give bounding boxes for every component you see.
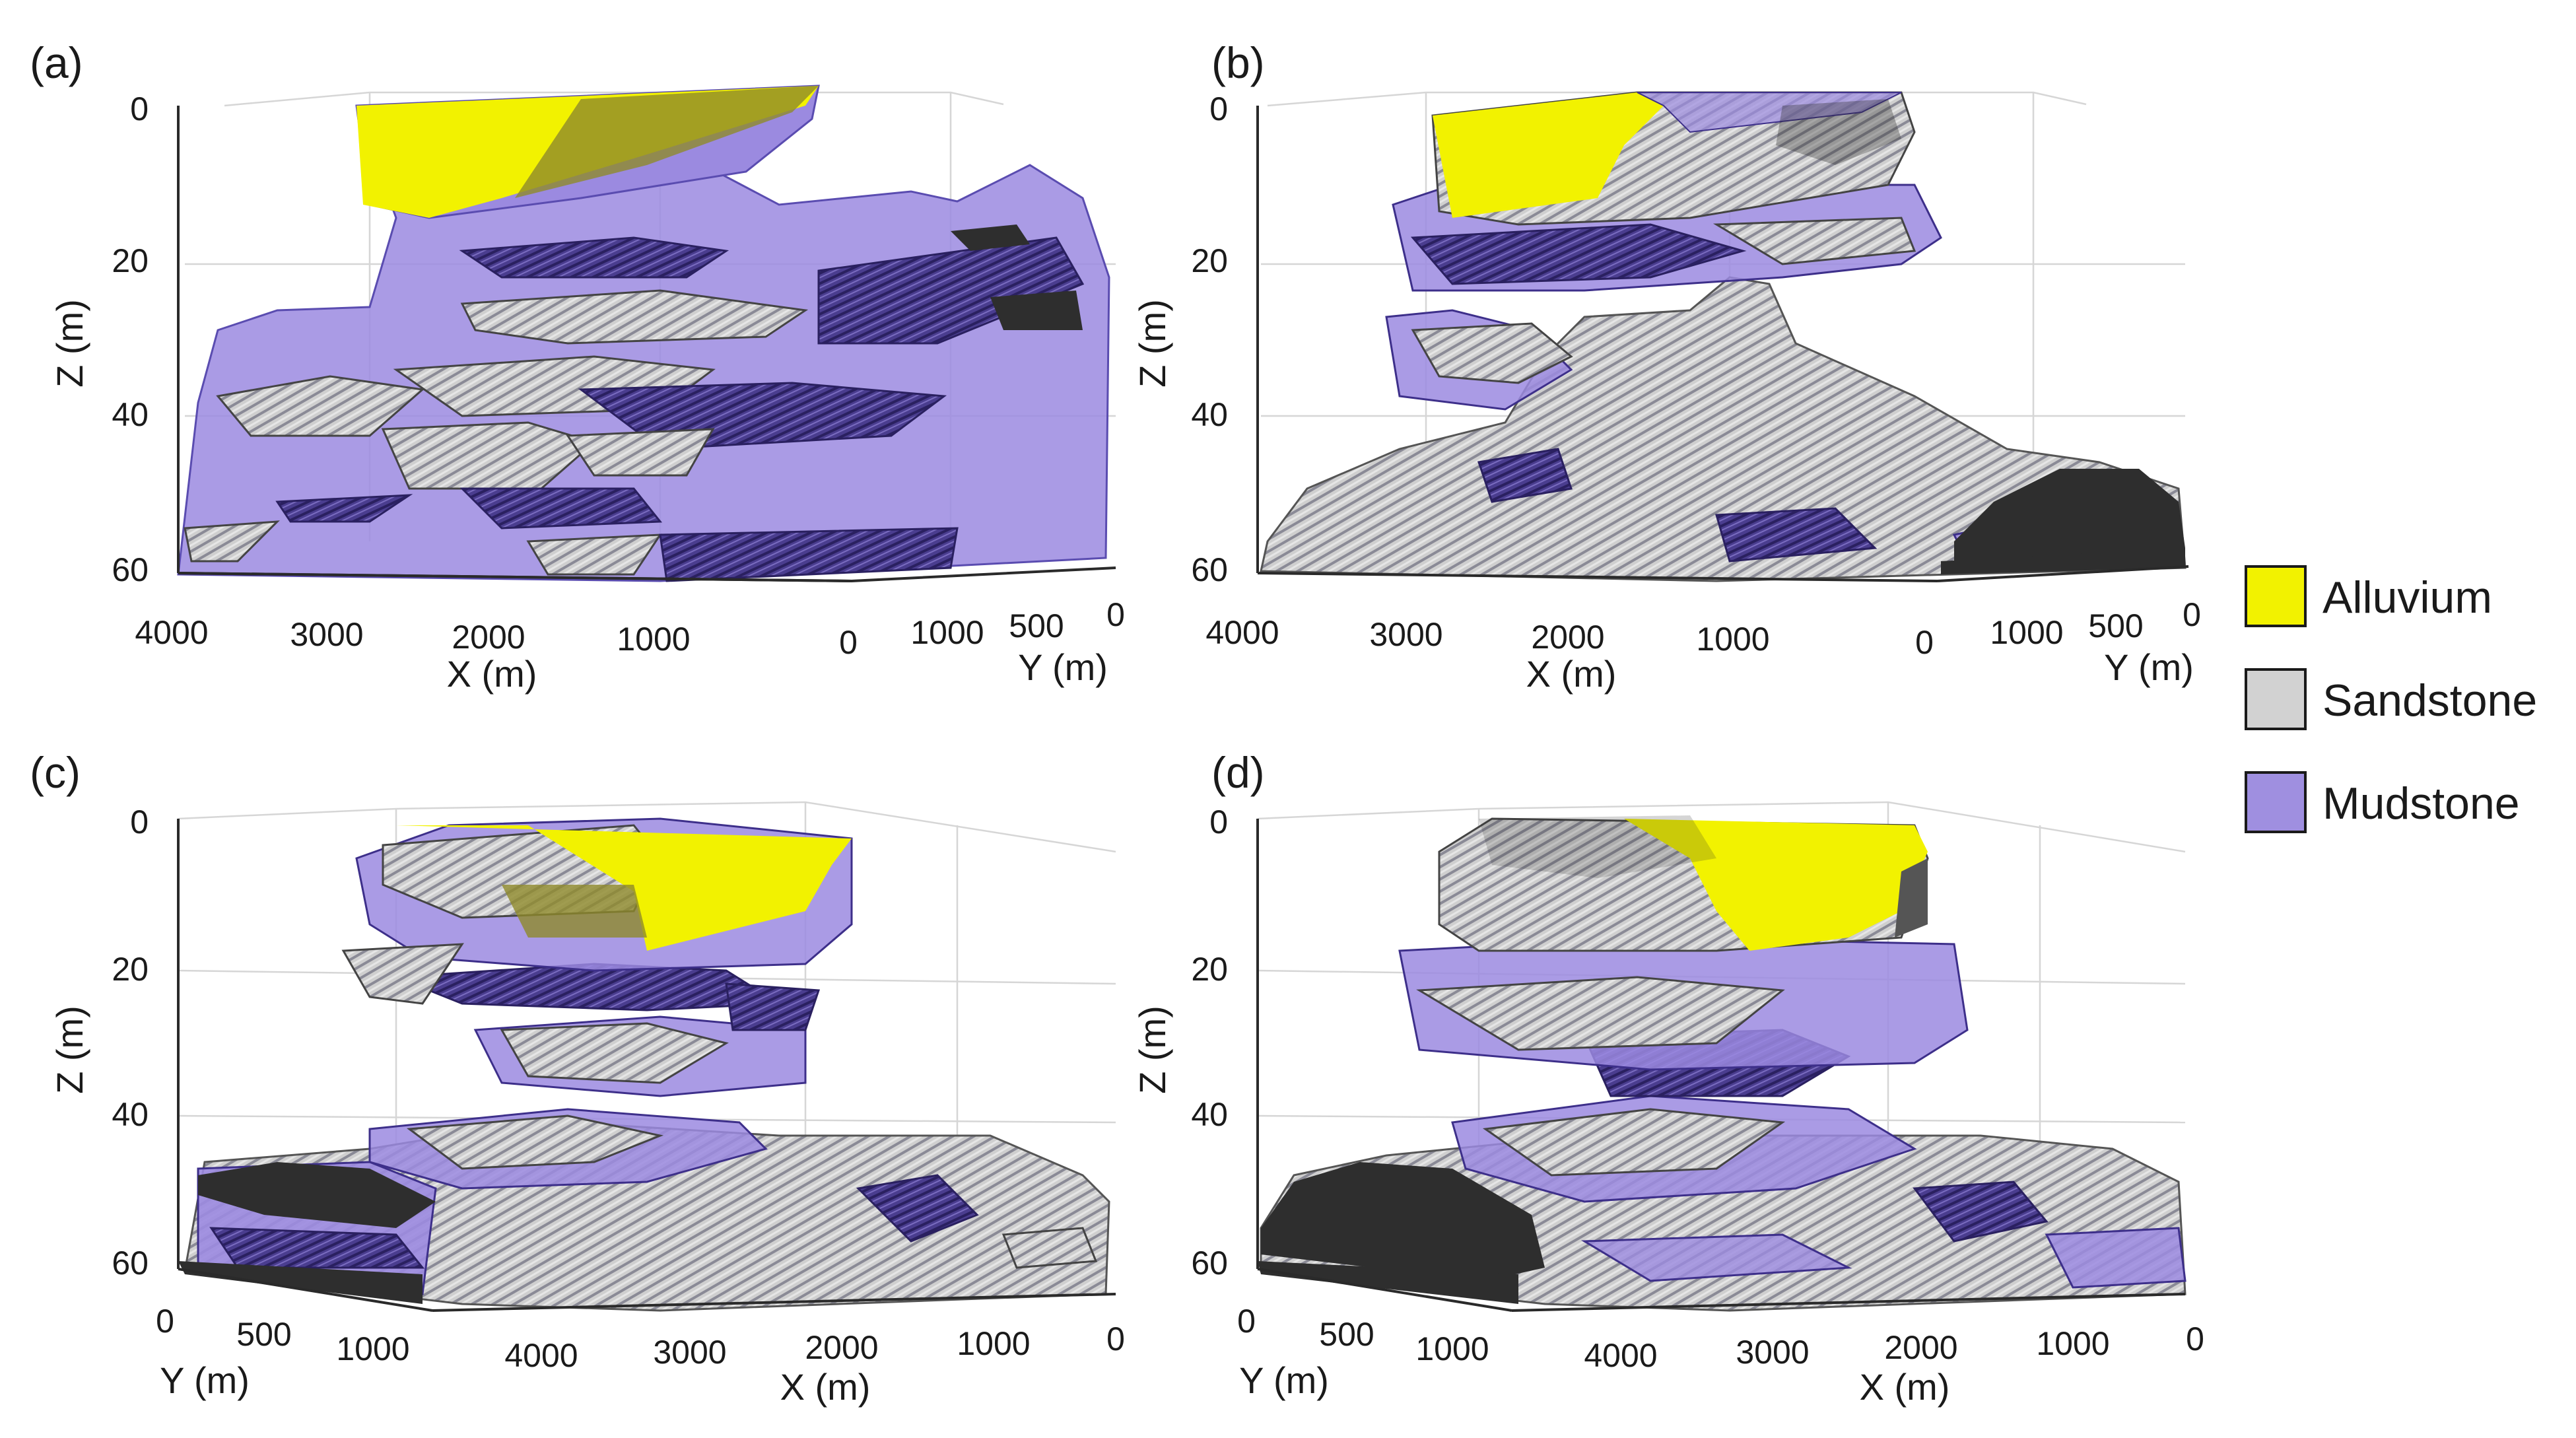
panel-c-z-title: Z (m)	[49, 1006, 90, 1094]
panel-b-axes	[1256, 106, 2189, 582]
panel-a-y-tick: 500	[1009, 607, 1064, 644]
panel-d-y-ticks: 0 500 1000	[1237, 1303, 1489, 1367]
legend-item-mudstone: Mudstone	[2245, 771, 2520, 833]
panel-c-z-tick: 0	[130, 804, 149, 840]
panel-b-x-tick: 2000	[1531, 619, 1604, 656]
panel-a-x-tick: 1000	[617, 621, 690, 658]
panel-d-z-tick: 60	[1191, 1245, 1228, 1282]
panel-b-x-tick: 4000	[1205, 614, 1279, 651]
panel-b-y-title: Y (m)	[2104, 646, 2194, 688]
panel-a-z-tick: 60	[112, 551, 149, 588]
panel-c-x-title: X (m)	[780, 1366, 871, 1408]
panel-d-y-tick: 0	[1237, 1303, 1256, 1340]
panel-c-z-tick: 60	[112, 1245, 149, 1282]
panel-c-y-tick: 0	[156, 1303, 174, 1340]
panel-c-y-tick: 1000	[336, 1330, 409, 1367]
panel-a-x-tick: 0	[839, 624, 858, 661]
panel-letter-c: (c)	[30, 748, 81, 797]
panel-a-y-ticks: 1000 500 0	[910, 596, 1125, 651]
panel-d-y-tick: 1000	[1415, 1330, 1489, 1367]
panel-a-axes	[177, 106, 1116, 583]
panel-b-z-tick: 40	[1191, 396, 1228, 433]
panel-b-y-tick: 0	[2183, 596, 2201, 633]
panel-letter-a: (a)	[30, 38, 83, 87]
panel-d-z-tick: 40	[1191, 1096, 1228, 1133]
legend-label-sandstone: Sandstone	[2322, 675, 2537, 726]
panel-b: (b)	[1132, 38, 2201, 695]
panel-c-z-tick: 40	[112, 1096, 149, 1133]
panel-d-y-title: Y (m)	[1239, 1359, 1329, 1401]
panel-c-z-ticks: 0 20 40 60	[112, 804, 149, 1282]
panel-c-x-tick: 1000	[957, 1325, 1030, 1362]
panel-c-x-tick: 0	[1106, 1320, 1125, 1357]
panel-b-z-ticks: 0 20 40 60	[1191, 90, 1228, 588]
legend-label-mudstone: Mudstone	[2322, 778, 2520, 829]
panel-a-y-tick: 0	[1106, 596, 1125, 633]
panel-b-model	[1260, 91, 2186, 582]
panel-d-y-tick: 500	[1319, 1316, 1374, 1353]
panel-c-y-ticks: 0 500 1000	[156, 1303, 410, 1367]
panel-d-x-ticks: 4000 3000 2000 1000 0	[1584, 1320, 2204, 1374]
panel-b-x-tick: 0	[1915, 624, 1934, 661]
panel-b-y-tick: 1000	[1990, 614, 2063, 651]
panel-c-x-ticks: 4000 3000 2000 1000 0	[504, 1320, 1125, 1374]
legend-label-alluvium: Alluvium	[2322, 572, 2492, 623]
panel-d-axes	[1256, 819, 2186, 1312]
panel-c-z-tick: 20	[112, 951, 149, 988]
panel-d-x-tick: 4000	[1584, 1337, 1657, 1374]
legend-swatch-sandstone	[2245, 668, 2307, 730]
panel-b-x-tick: 1000	[1696, 621, 1769, 658]
panel-c-y-title: Y (m)	[160, 1359, 250, 1401]
panel-a-z-tick: 20	[112, 242, 149, 279]
panel-d: (d)	[1132, 748, 2204, 1408]
legend-item-sandstone: Sandstone	[2245, 668, 2537, 730]
panel-b-y-tick: 500	[2088, 607, 2143, 644]
panel-a-y-title: Y (m)	[1018, 646, 1108, 688]
panel-d-x-tick: 1000	[2036, 1325, 2109, 1362]
panel-d-x-tick: 0	[2186, 1320, 2204, 1357]
panel-a-x-tick: 2000	[452, 619, 525, 656]
panel-b-z-tick: 20	[1191, 242, 1228, 279]
panel-b-y-ticks: 1000 500 0	[1990, 596, 2201, 651]
panel-c-x-tick: 4000	[504, 1337, 578, 1374]
panel-c-x-tick: 2000	[805, 1329, 878, 1366]
panel-d-x-title: X (m)	[1860, 1366, 1950, 1408]
panel-a-model	[177, 85, 1110, 582]
panel-a-x-tick: 3000	[290, 616, 363, 653]
panel-b-z-title: Z (m)	[1132, 299, 1173, 388]
panel-b-z-tick: 60	[1191, 551, 1228, 588]
panel-c-axes	[177, 819, 1116, 1312]
legend-swatch-alluvium	[2245, 565, 2307, 627]
panel-c: (c)	[30, 748, 1125, 1408]
panel-d-z-title: Z (m)	[1132, 1006, 1173, 1094]
panel-a-y-tick: 1000	[910, 614, 984, 651]
panel-c-model	[178, 817, 1110, 1312]
panel-a: (a)	[30, 38, 1125, 695]
panel-a-x-title: X (m)	[447, 653, 537, 695]
panel-a-x-ticks: 4000 3000 2000 1000 0	[135, 614, 858, 661]
panel-d-model	[1258, 815, 2186, 1312]
legend-item-alluvium: Alluvium	[2245, 565, 2492, 627]
panel-d-z-ticks: 0 20 40 60	[1191, 804, 1228, 1282]
panel-a-z-tick: 40	[112, 396, 149, 433]
panel-a-z-title: Z (m)	[49, 299, 90, 388]
panel-a-z-tick: 0	[130, 90, 149, 127]
panel-b-z-tick: 0	[1209, 90, 1228, 127]
legend: Alluvium Sandstone Mudstone	[2245, 565, 2537, 833]
panel-a-x-tick: 4000	[135, 614, 208, 651]
panel-b-x-ticks: 4000 3000 2000 1000 0	[1205, 614, 1934, 661]
panel-c-x-tick: 3000	[653, 1334, 726, 1371]
panel-letter-b: (b)	[1211, 38, 1265, 87]
panel-a-z-ticks: 0 20 40 60	[112, 90, 149, 588]
legend-swatch-mudstone	[2245, 771, 2307, 833]
panel-d-x-tick: 3000	[1736, 1334, 1809, 1371]
panel-letter-d: (d)	[1211, 748, 1265, 797]
panel-d-z-tick: 0	[1209, 804, 1228, 840]
panel-d-z-tick: 20	[1191, 951, 1228, 988]
panel-d-x-tick: 2000	[1884, 1329, 1957, 1366]
panel-c-y-tick: 500	[236, 1316, 291, 1353]
panel-b-x-tick: 3000	[1369, 616, 1442, 653]
panel-b-x-title: X (m)	[1526, 653, 1617, 695]
